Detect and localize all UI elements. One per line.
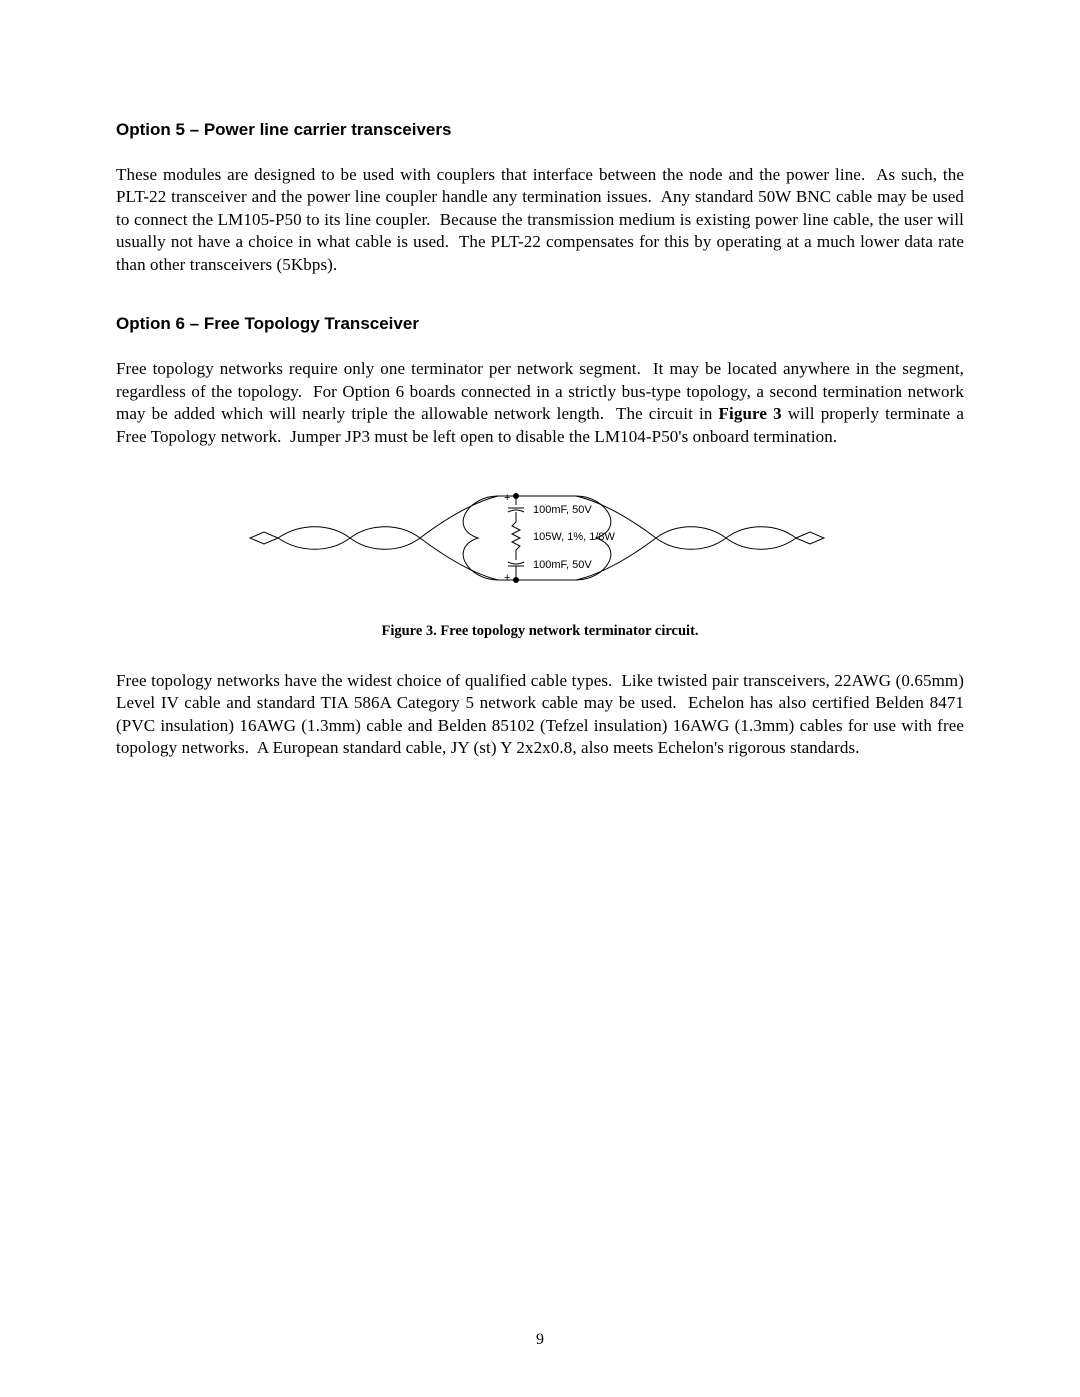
resistor-label: 105W, 1%, 1/8W [533, 531, 616, 543]
page-number: 9 [0, 1331, 1080, 1349]
figure-reference: Figure 3 [719, 404, 782, 423]
terminator-circuit-diagram: + + 100mF, 50V 105W, 1%, 1/8W 100mF, 50V [240, 478, 840, 598]
section-6-heading: Option 6 – Free Topology Transceiver [116, 314, 964, 334]
section-6-paragraph-2: Free topology networks have the widest c… [116, 670, 964, 760]
polarity-plus-top: + [504, 492, 510, 504]
polarity-plus-bottom: + [504, 572, 510, 584]
cap1-label: 100mF, 50V [533, 504, 592, 516]
figure-3-caption: Figure 3. Free topology network terminat… [116, 623, 964, 640]
section-6-paragraph-1: Free topology networks require only one … [116, 358, 964, 448]
document-page: Option 5 – Power line carrier transceive… [0, 0, 1080, 760]
figure-3: + + 100mF, 50V 105W, 1%, 1/8W 100mF, 50V… [116, 478, 964, 640]
section-5-heading: Option 5 – Power line carrier transceive… [116, 120, 964, 140]
cap2-label: 100mF, 50V [533, 559, 592, 571]
section-5-paragraph: These modules are designed to be used wi… [116, 164, 964, 276]
